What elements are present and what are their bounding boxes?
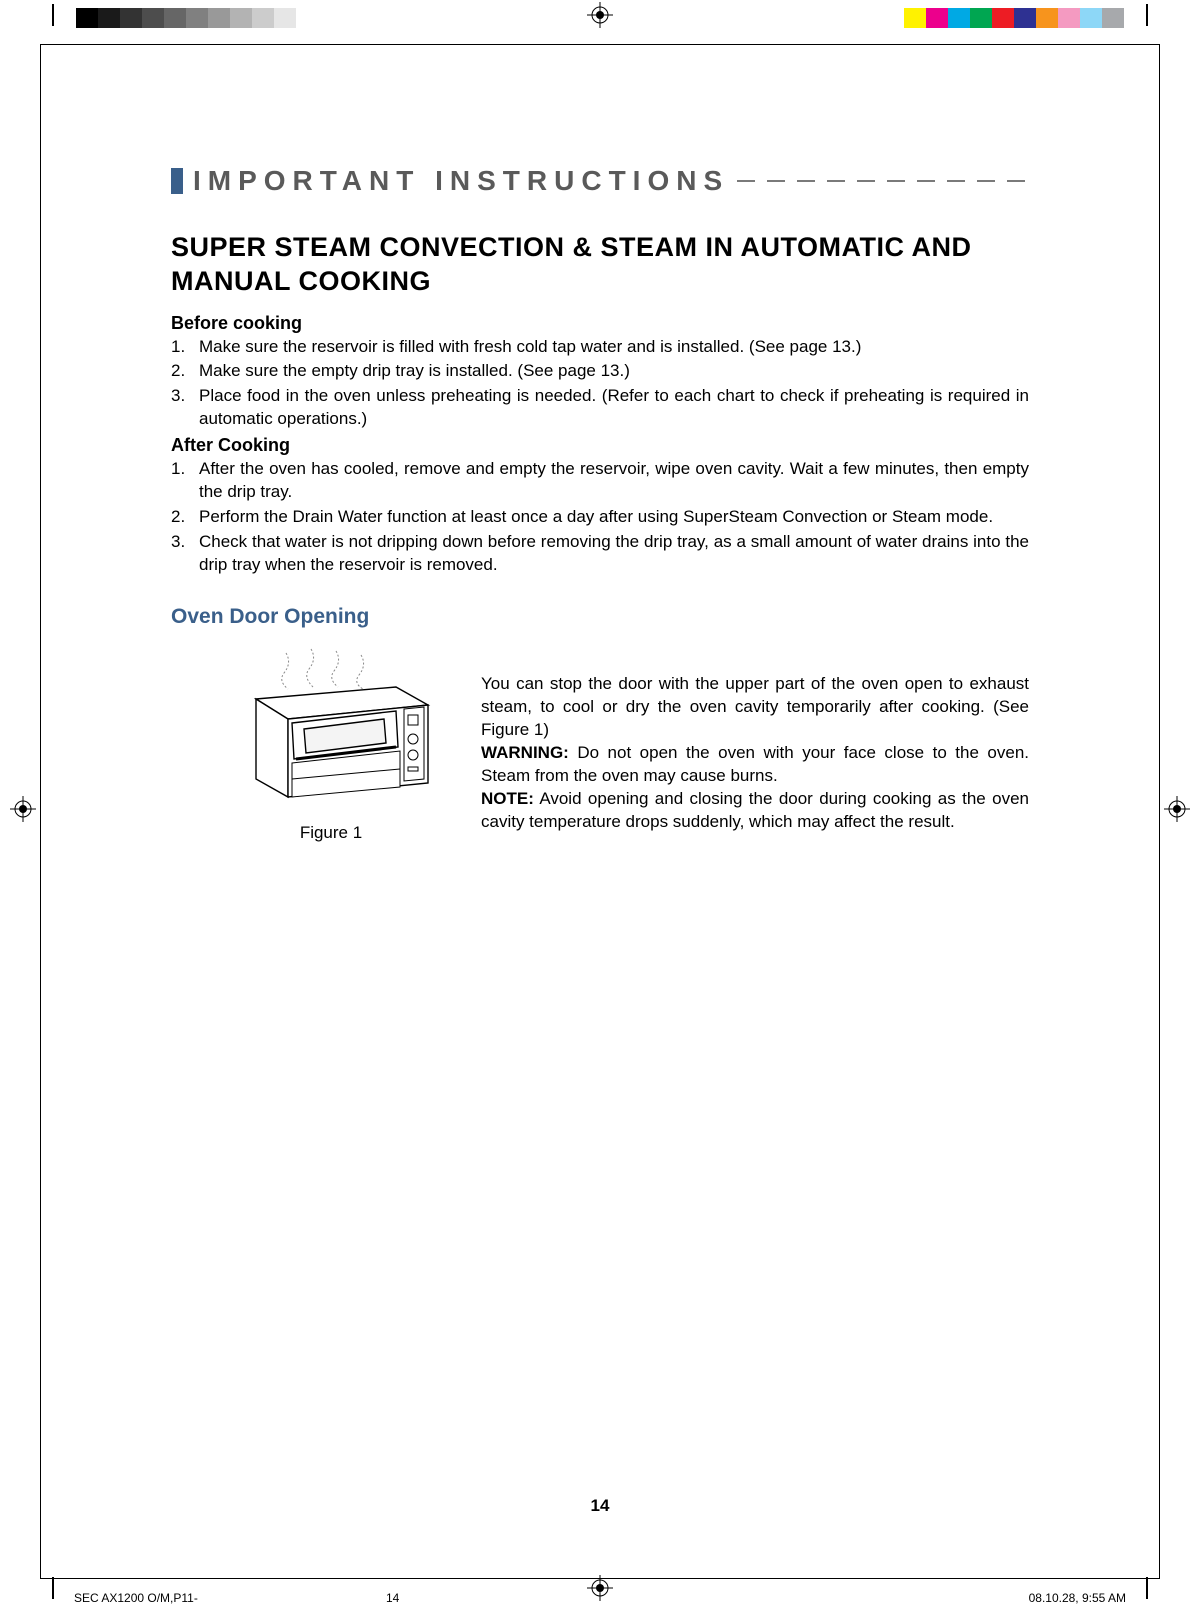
registration-mark-icon [587, 2, 613, 28]
section-title: IMPORTANT INSTRUCTIONS [193, 165, 729, 197]
page-number: 14 [41, 1496, 1159, 1516]
list-item: Perform the Drain Water function at leas… [171, 506, 1029, 529]
note-label: NOTE: [481, 789, 534, 808]
section-header: IMPORTANT INSTRUCTIONS [171, 165, 1029, 197]
oven-figure: Figure 1 [171, 647, 451, 843]
door-para-1: You can stop the door with the upper par… [481, 673, 1029, 742]
registration-mark-icon [10, 796, 36, 822]
list-item: Place food in the oven unless preheating… [171, 385, 1029, 431]
oven-door-heading: Oven Door Opening [171, 605, 1029, 629]
after-cooking-heading: After Cooking [171, 435, 1029, 456]
print-footer: SEC AX1200 O/M,P11- 14 08.10.28, 9:55 AM [74, 1591, 1126, 1605]
section-dashline [737, 180, 1029, 182]
warning-label: WARNING: [481, 743, 569, 762]
main-heading: SUPER STEAM CONVECTION & STEAM IN AUTOMA… [171, 231, 1029, 299]
section-accent-bar [171, 168, 183, 194]
registration-mark-icon [1164, 796, 1190, 822]
list-item: After the oven has cooled, remove and em… [171, 458, 1029, 504]
list-item: Make sure the reservoir is filled with f… [171, 336, 1029, 359]
oven-illustration-icon [216, 647, 446, 817]
door-warning: WARNING: Do not open the oven with your … [481, 742, 1029, 788]
door-note: NOTE: Avoid opening and closing the door… [481, 788, 1029, 834]
footer-mid: 14 [386, 1591, 399, 1605]
after-cooking-list: After the oven has cooled, remove and em… [171, 458, 1029, 577]
before-cooking-heading: Before cooking [171, 313, 1029, 334]
page-frame: IMPORTANT INSTRUCTIONS SUPER STEAM CONVE… [40, 44, 1160, 1579]
footer-right: 08.10.28, 9:55 AM [1029, 1591, 1126, 1605]
before-cooking-list: Make sure the reservoir is filled with f… [171, 336, 1029, 432]
figure-caption: Figure 1 [211, 823, 451, 843]
note-text: Avoid opening and closing the door durin… [481, 789, 1029, 831]
footer-left: SEC AX1200 O/M,P11- [74, 1591, 198, 1605]
list-item: Make sure the empty drip tray is install… [171, 360, 1029, 383]
page-content: IMPORTANT INSTRUCTIONS SUPER STEAM CONVE… [171, 165, 1029, 843]
list-item: Check that water is not dripping down be… [171, 531, 1029, 577]
oven-door-text: You can stop the door with the upper par… [481, 647, 1029, 834]
